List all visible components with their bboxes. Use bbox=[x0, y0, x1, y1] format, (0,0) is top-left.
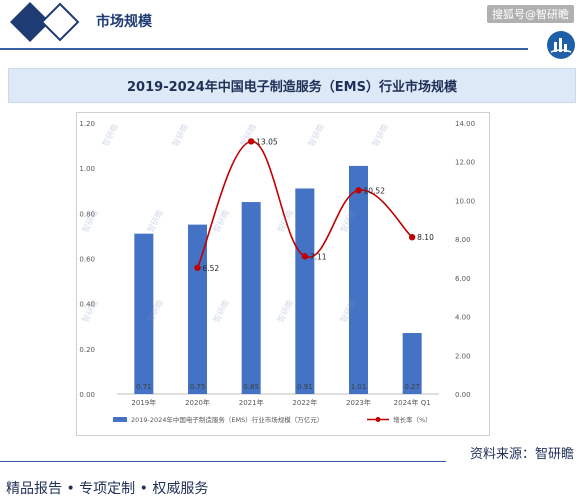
growth-rate-label: 7.11 bbox=[310, 252, 327, 261]
bar-data-label: 0.85 bbox=[243, 383, 259, 391]
growth-rate-label: 10.52 bbox=[364, 186, 386, 195]
x-tick-label: 2021年 bbox=[239, 398, 264, 407]
chart-title: 2019-2024年中国电子制造服务（EMS）行业市场规模 bbox=[127, 80, 457, 95]
y-left-tick-label: 0.60 bbox=[79, 256, 95, 264]
y-right-tick-label: 8.00 bbox=[455, 236, 471, 244]
sohu-watermark: 搜狐号@智研瞻 bbox=[487, 5, 574, 23]
combo-chart: 0.00 0.20 0.40 0.60 0.80 1.00 1.20 0.00 2.00 4.00… bbox=[79, 120, 475, 424]
y-left-tick-label: 0.80 bbox=[79, 210, 95, 218]
chart-watermark: 智研瞻 bbox=[370, 122, 390, 148]
bar-ems-market-size bbox=[188, 224, 207, 394]
footer-divider bbox=[0, 461, 446, 462]
x-tick-label: 2022年 bbox=[292, 398, 317, 407]
y-right-tick-label: 4.00 bbox=[455, 314, 471, 322]
growth-rate-point bbox=[408, 234, 416, 241]
growth-rate-line bbox=[196, 140, 413, 269]
bar-ems-market-size bbox=[349, 165, 368, 394]
chart-watermark: 智研瞻 bbox=[275, 208, 295, 234]
chart-watermark: 智研瞻 bbox=[211, 298, 231, 324]
legend-line-label: 增长率（%） bbox=[393, 415, 432, 424]
chart-watermark: 智研瞻 bbox=[145, 208, 165, 234]
diamond-outline-icon bbox=[40, 2, 80, 42]
chart-watermark: 智研瞻 bbox=[100, 122, 120, 148]
x-tick-label: 2023年 bbox=[346, 398, 371, 407]
y-right-tick-label: 0.00 bbox=[455, 391, 471, 399]
bar-ems-market-size bbox=[241, 202, 261, 394]
source-note: 资料来源：智研瞻 bbox=[469, 447, 574, 462]
x-tick-label: 2024年 Q1 bbox=[394, 398, 431, 407]
legend-bar-label: 2019-2024年中国电子制造服务（EMS）行业市场规模（万亿元） bbox=[131, 415, 323, 424]
chart-watermark: 智研瞻 bbox=[306, 122, 326, 148]
legend-line-marker bbox=[375, 417, 381, 422]
y-right-tick-label: 14.00 bbox=[455, 120, 475, 128]
y-left-tick-label: 0.20 bbox=[79, 346, 95, 354]
growth-rate-point bbox=[355, 187, 362, 194]
chart-watermark: 智研瞻 bbox=[211, 208, 231, 234]
brand-logo-icon bbox=[547, 31, 575, 59]
bar-data-label: 0.91 bbox=[297, 383, 313, 391]
y-right-tick-label: 10.00 bbox=[455, 197, 475, 205]
growth-rate-point bbox=[194, 264, 201, 271]
chart-area: 0.00 0.20 0.40 0.60 0.80 1.00 1.20 0.00 2.00 4.00… bbox=[76, 112, 490, 436]
bar-data-label: 0.71 bbox=[136, 383, 152, 391]
page-section-title: 市场规模 bbox=[96, 14, 152, 30]
y-left-tick-label: 0.00 bbox=[79, 391, 95, 399]
footer-slogan: 精品报告 • 专项定制 • 权威服务 bbox=[6, 481, 209, 497]
header-diamond-logo bbox=[10, 2, 80, 42]
x-tick-label: 2020年 bbox=[185, 398, 210, 407]
bar-ems-market-size bbox=[134, 233, 154, 394]
y-left-tick-label: 1.00 bbox=[79, 165, 95, 173]
chart-watermark: 智研瞻 bbox=[275, 298, 295, 324]
y-right-tick-label: 12.00 bbox=[455, 159, 475, 167]
y-right-tick-label: 2.00 bbox=[455, 352, 471, 360]
chart-watermark: 智研瞻 bbox=[170, 122, 190, 148]
diamond-filled-icon bbox=[10, 2, 50, 42]
growth-rate-label: 6.52 bbox=[203, 264, 220, 273]
chart-title-bar: 2019-2024年中国电子制造服务（EMS）行业市场规模 bbox=[8, 68, 576, 103]
growth-rate-label: 13.05 bbox=[256, 137, 278, 146]
y-left-tick-label: 1.20 bbox=[79, 120, 95, 128]
growth-rate-point bbox=[301, 253, 309, 260]
growth-rate-point bbox=[247, 138, 255, 145]
bar-data-label: 0.27 bbox=[404, 383, 420, 391]
chart-watermark: 智研瞻 bbox=[238, 122, 258, 148]
bar-ems-market-size bbox=[402, 333, 422, 394]
y-left-tick-label: 0.40 bbox=[79, 301, 95, 309]
x-tick-label: 2019年 bbox=[131, 398, 156, 407]
y-right-tick-label: 6.00 bbox=[455, 275, 471, 283]
legend-bar-swatch bbox=[113, 417, 127, 422]
bar-ems-market-size bbox=[295, 188, 315, 394]
header-divider bbox=[0, 48, 528, 50]
bar-data-label: 1.01 bbox=[351, 383, 367, 391]
growth-rate-label: 8.10 bbox=[417, 233, 434, 242]
bar-data-label: 0.75 bbox=[190, 383, 206, 391]
